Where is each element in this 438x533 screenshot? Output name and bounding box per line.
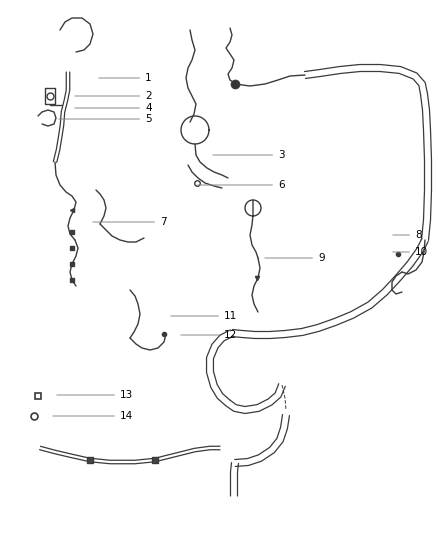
Text: 10: 10 <box>393 247 428 257</box>
Text: 6: 6 <box>198 180 285 190</box>
Text: 7: 7 <box>93 217 166 227</box>
Text: 4: 4 <box>75 103 152 113</box>
Text: 2: 2 <box>75 91 152 101</box>
Text: 1: 1 <box>99 73 152 83</box>
Text: 14: 14 <box>53 411 133 421</box>
Text: 5: 5 <box>59 114 152 124</box>
Text: 9: 9 <box>265 253 325 263</box>
Text: 8: 8 <box>393 230 422 240</box>
Text: 3: 3 <box>213 150 285 160</box>
Text: 11: 11 <box>171 311 237 321</box>
Text: 12: 12 <box>181 330 237 340</box>
Text: 13: 13 <box>57 390 133 400</box>
